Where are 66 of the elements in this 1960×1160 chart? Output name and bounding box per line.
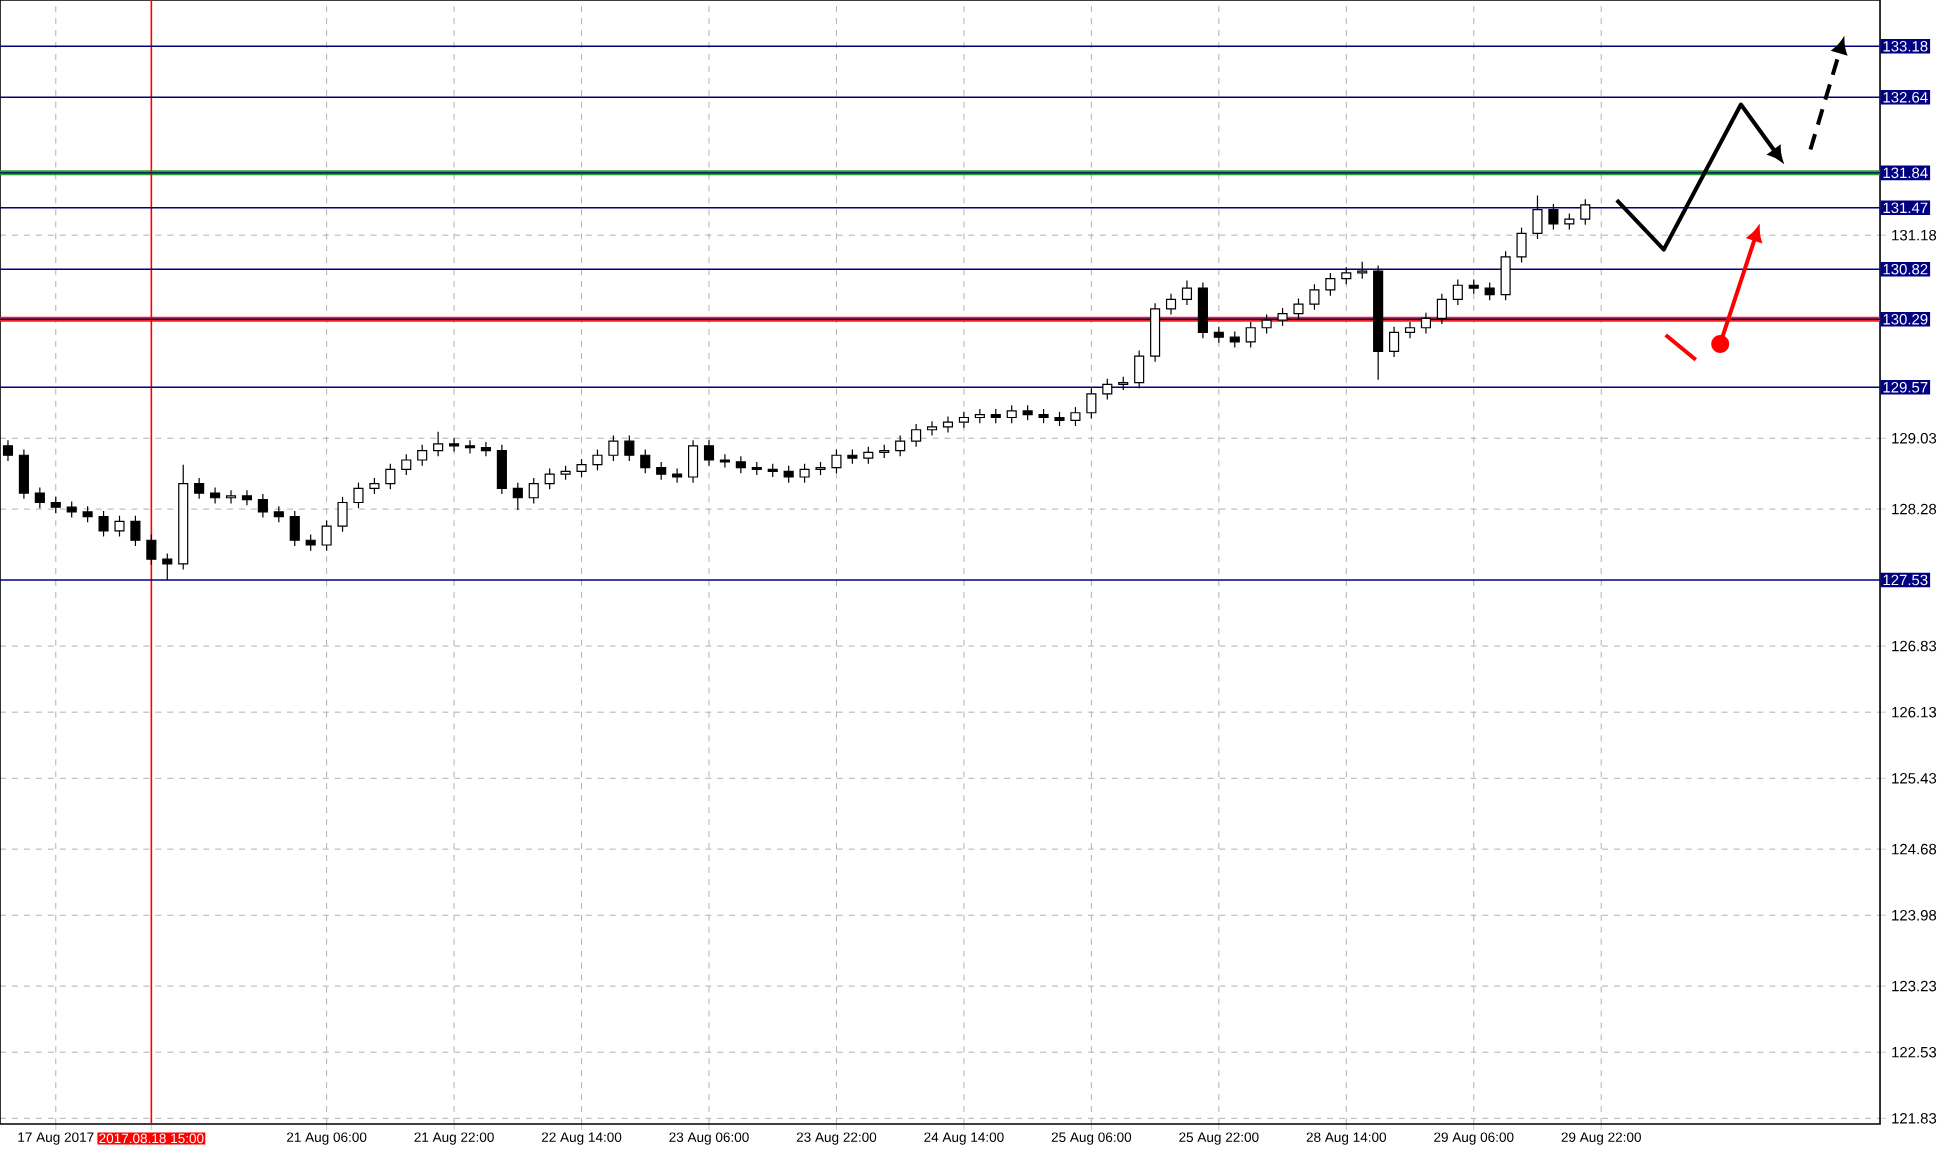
candlestick	[1102, 378, 1113, 401]
candlestick	[194, 477, 205, 500]
candlestick	[321, 519, 332, 552]
candlestick	[911, 423, 922, 448]
candlestick	[480, 441, 491, 457]
candlestick	[1516, 227, 1527, 264]
candlestick	[831, 448, 842, 474]
candlestick	[1500, 250, 1511, 301]
candlestick	[735, 455, 746, 474]
candlestick	[1086, 387, 1097, 420]
candlestick	[401, 453, 412, 476]
candlestick	[114, 515, 125, 538]
candlestick	[544, 467, 555, 490]
candlestick	[1070, 406, 1081, 427]
candlestick	[146, 534, 157, 566]
candlestick	[385, 463, 396, 490]
candlestick	[1293, 297, 1304, 320]
candlestick	[958, 411, 969, 429]
candlestick	[241, 489, 253, 506]
candlestick	[1436, 293, 1447, 325]
candlestick	[34, 486, 45, 509]
candlestick	[592, 448, 603, 471]
candlestick	[799, 463, 810, 484]
candlestick	[1548, 203, 1559, 231]
candlestick	[512, 482, 523, 511]
candlestick	[417, 444, 428, 467]
candlestick	[18, 448, 29, 500]
candlestick	[433, 431, 444, 457]
candlestick	[464, 439, 476, 454]
candlestick	[130, 515, 141, 547]
candlestick	[1532, 194, 1543, 240]
candlestick	[608, 434, 619, 462]
candlestick	[1452, 278, 1463, 306]
candlestick	[257, 493, 268, 519]
candlestick	[1197, 281, 1208, 339]
candlestick	[449, 437, 460, 453]
candlestick	[1420, 312, 1432, 335]
candlestick	[719, 453, 730, 469]
candlestick	[1261, 313, 1272, 335]
candlestick	[353, 482, 364, 509]
candlestick	[1165, 293, 1177, 316]
candlestick	[672, 467, 683, 484]
candlestick	[528, 477, 539, 505]
candlestick	[1580, 198, 1591, 226]
candlestick	[1134, 349, 1145, 389]
candlestick	[1309, 283, 1320, 311]
candlestick	[496, 444, 507, 495]
candlestick	[895, 434, 906, 457]
candlestick	[1150, 302, 1161, 363]
candlestick	[1404, 321, 1416, 339]
candlestick	[98, 510, 109, 538]
candlestick	[1325, 272, 1336, 297]
candlestick	[1245, 321, 1256, 349]
candlestick	[640, 448, 651, 474]
candlestick	[703, 439, 715, 467]
candlestick	[225, 489, 237, 505]
candlestick	[337, 496, 348, 533]
candlestick	[289, 510, 300, 547]
candlestick	[162, 552, 173, 581]
candlestick	[210, 486, 221, 505]
candlestick	[1389, 326, 1400, 358]
candlestick	[1181, 279, 1193, 306]
candlestick	[688, 439, 699, 484]
candlestick	[624, 434, 635, 462]
candlestick	[942, 415, 954, 434]
candlestick	[926, 420, 938, 437]
